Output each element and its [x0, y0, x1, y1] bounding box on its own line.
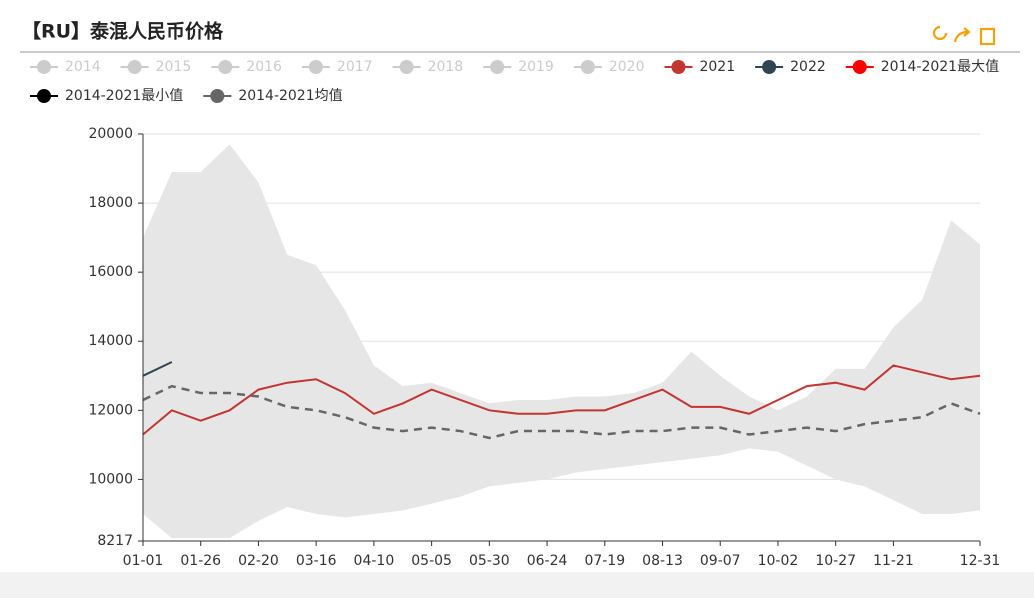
legend-marker: [210, 89, 225, 103]
legend-item[interactable]: 2014-2021均值: [203, 88, 343, 104]
y-tick-label: 12000: [88, 402, 133, 418]
x-tick-label: 10-27: [815, 553, 856, 569]
x-tick-label: 10-02: [758, 553, 799, 569]
y-tick-label: 14000: [88, 333, 133, 349]
y-tick-label: 20000: [88, 126, 133, 142]
legend-item[interactable]: 2019: [483, 59, 554, 75]
legend-label: 2018: [428, 59, 464, 75]
legend-item[interactable]: 2018: [392, 59, 464, 75]
series-line: [142, 361, 173, 377]
legend-marker: [762, 60, 777, 74]
legend-item[interactable]: 2015: [120, 59, 192, 75]
x-tick-label: 02-20: [238, 553, 279, 569]
legend-label: 2014: [65, 59, 101, 75]
legend-marker: [399, 60, 414, 74]
legend-item[interactable]: 2014-2021最小值: [30, 88, 183, 104]
legend-label: 2022: [790, 59, 826, 75]
legend-marker: [308, 60, 323, 74]
chart-title: 【RU】泰混人民币价格: [22, 20, 224, 43]
min-max-band: [143, 144, 980, 539]
legend-label: 2014-2021均值: [238, 88, 342, 104]
legend-marker: [580, 60, 595, 74]
x-tick-label: 01-26: [180, 553, 221, 569]
legend-marker: [490, 60, 505, 74]
x-tick-label: 12-31: [960, 553, 1001, 569]
legend-label: 2021: [699, 59, 735, 75]
y-tick-label: 8217: [97, 533, 133, 549]
footer-strip: [0, 572, 1034, 598]
x-tick-label: 09-07: [700, 553, 741, 569]
x-tick-label: 11-21: [873, 553, 914, 569]
share-icon[interactable]: [953, 27, 971, 43]
legend-item[interactable]: 2014: [30, 59, 101, 75]
legend-label: 2015: [156, 59, 192, 75]
legend-label: 2014-2021最大值: [881, 59, 999, 75]
series-line: [142, 364, 981, 436]
legend-label: 2020: [609, 59, 645, 75]
legend-marker: [127, 60, 142, 74]
legend-marker: [852, 60, 867, 74]
legend-item[interactable]: 2017: [301, 59, 373, 75]
legend-label: 2014-2021最小值: [65, 88, 183, 104]
legend-item[interactable]: 2021: [664, 59, 735, 75]
y-tick-label: 16000: [88, 264, 133, 280]
x-tick-label: 04-10: [354, 553, 395, 569]
x-tick-label: 06-24: [527, 553, 568, 569]
y-tick-label: 10000: [88, 471, 133, 487]
series-line: [142, 384, 981, 440]
x-tick-label: 01-01: [123, 553, 164, 569]
x-tick-label: 08-13: [642, 553, 683, 569]
legend-marker: [37, 89, 51, 103]
legend-label: 2017: [337, 59, 373, 75]
refresh-icon[interactable]: [932, 25, 948, 41]
x-tick-label: 07-19: [584, 553, 625, 569]
x-tick-label: 03-16: [296, 553, 337, 569]
legend-label: 2016: [246, 59, 282, 75]
toolbar: [932, 25, 996, 46]
save-icon[interactable]: [979, 27, 996, 46]
legend-marker: [218, 60, 233, 74]
legend-item[interactable]: 2016: [211, 59, 282, 75]
x-tick-label: 05-30: [469, 553, 510, 569]
y-tick-label: 18000: [88, 195, 133, 211]
legend-item[interactable]: 2020: [573, 59, 645, 75]
legend-marker: [37, 60, 51, 74]
legend-label: 2019: [518, 59, 554, 75]
legend-item[interactable]: 2014-2021最大值: [845, 59, 999, 75]
legend-marker: [671, 60, 686, 74]
x-tick-label: 05-05: [411, 553, 452, 569]
legend-item[interactable]: 2022: [755, 59, 826, 75]
